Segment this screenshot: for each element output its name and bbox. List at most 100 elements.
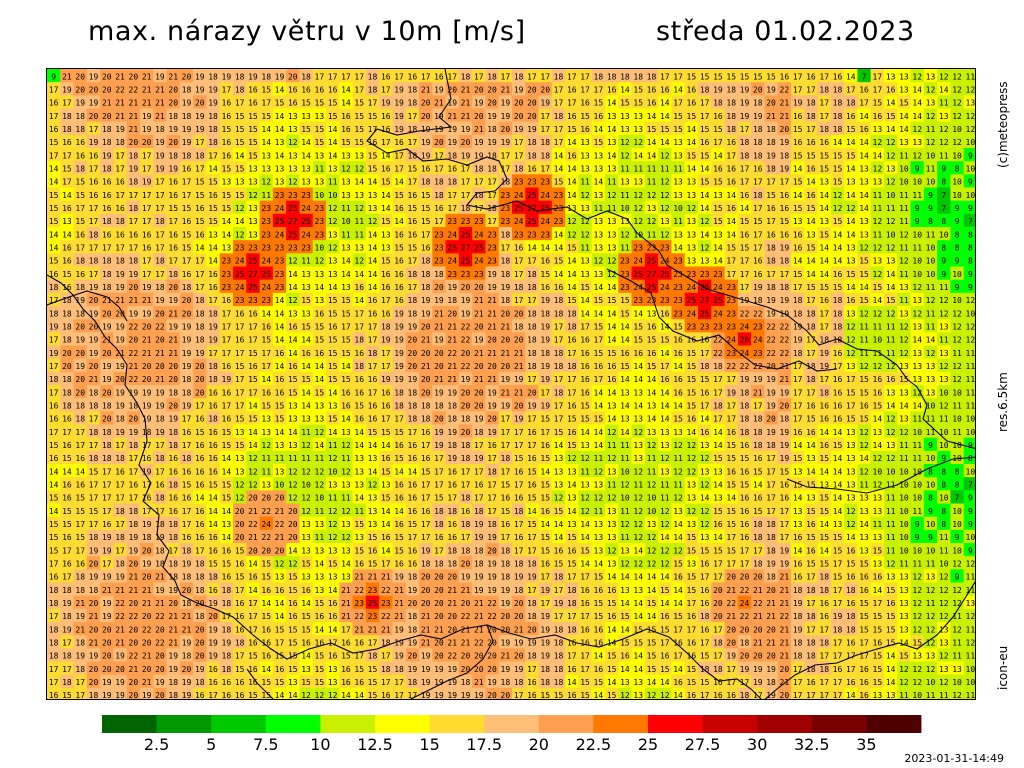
cell-value: 15 bbox=[647, 125, 657, 134]
cell-value: 25 bbox=[514, 204, 524, 213]
cell-value: 18 bbox=[540, 349, 550, 358]
cell-value: 15 bbox=[408, 164, 418, 173]
heat-cell bbox=[684, 108, 699, 123]
heat-cell bbox=[233, 69, 247, 83]
cell-value: 21 bbox=[766, 112, 776, 121]
heat-cell bbox=[804, 108, 819, 123]
cell-value: 10 bbox=[328, 191, 338, 200]
cell-value: 12 bbox=[700, 243, 710, 252]
heat-cell bbox=[126, 82, 141, 96]
cell-value: 15 bbox=[819, 283, 829, 292]
cell-value: 17 bbox=[554, 125, 564, 134]
heat-cell bbox=[485, 95, 500, 110]
heat-cell bbox=[326, 121, 340, 136]
cell-value: 12 bbox=[580, 230, 590, 239]
cell-value: 16 bbox=[75, 138, 85, 147]
cell-value: 19 bbox=[75, 362, 85, 371]
cell-value: 14 bbox=[673, 362, 683, 371]
cell-value: 14 bbox=[301, 336, 311, 345]
cell-value: 19 bbox=[434, 336, 444, 345]
cell-value: 8 bbox=[928, 217, 933, 226]
cell-value: 18 bbox=[368, 85, 378, 94]
cell-value: 20 bbox=[501, 362, 511, 371]
cell-value: 14 bbox=[793, 257, 803, 266]
cell-value: 15 bbox=[793, 270, 803, 279]
heat-cell bbox=[259, 82, 274, 96]
cell-value: 14 bbox=[288, 283, 298, 292]
heat-cell bbox=[246, 82, 261, 96]
cell-value: 17 bbox=[208, 296, 218, 305]
cell-value: 12 bbox=[873, 270, 883, 279]
cell-value: 23 bbox=[222, 283, 232, 292]
cell-value: 24 bbox=[514, 217, 524, 226]
cell-value: 18 bbox=[62, 112, 72, 121]
cell-value: 19 bbox=[248, 72, 258, 81]
heat-cell bbox=[923, 95, 938, 110]
cell-value: 17 bbox=[368, 322, 378, 331]
cell-value: 10 bbox=[886, 230, 896, 239]
cell-value: 14 bbox=[713, 151, 723, 160]
cell-value: 15 bbox=[49, 191, 59, 200]
heat-cell bbox=[445, 95, 460, 110]
cell-value: 18 bbox=[408, 309, 418, 318]
heat-cell bbox=[551, 82, 566, 96]
cell-value: 19 bbox=[408, 322, 418, 331]
heat-cell bbox=[817, 82, 832, 96]
cell-value: 22 bbox=[766, 336, 776, 345]
heat-cell bbox=[884, 108, 898, 123]
cell-value: 19 bbox=[540, 336, 550, 345]
cell-value: 23 bbox=[487, 230, 497, 239]
cell-value: 14 bbox=[301, 138, 311, 147]
cell-value: 18 bbox=[753, 138, 763, 147]
cell-value: 19 bbox=[129, 270, 139, 279]
heat-cell bbox=[140, 95, 154, 110]
cell-value: 17 bbox=[753, 243, 763, 252]
cell-value: 16 bbox=[793, 138, 803, 147]
cell-value: 16 bbox=[806, 191, 816, 200]
cell-value: 11 bbox=[633, 164, 643, 173]
cell-value: 12 bbox=[288, 296, 298, 305]
cell-value: 14 bbox=[315, 362, 325, 371]
cell-value: 19 bbox=[115, 270, 125, 279]
cell-value: 15 bbox=[859, 270, 869, 279]
cell-value: 16 bbox=[129, 230, 139, 239]
cell-value: 15 bbox=[328, 375, 338, 384]
cell-value: 12 bbox=[633, 138, 643, 147]
cell-value: 17 bbox=[75, 204, 85, 213]
cell-value: 18 bbox=[713, 99, 723, 108]
cell-value: 16 bbox=[195, 204, 205, 213]
cell-value: 23 bbox=[235, 243, 245, 252]
cell-value: 12 bbox=[859, 309, 869, 318]
cell-value: 16 bbox=[594, 362, 604, 371]
cell-value: 13 bbox=[607, 230, 617, 239]
cell-value: 20 bbox=[474, 112, 484, 121]
cell-value: 18 bbox=[474, 164, 484, 173]
cell-value: 27 bbox=[461, 243, 471, 252]
heat-cell bbox=[578, 82, 593, 96]
cell-value: 16 bbox=[846, 112, 856, 121]
heat-cell bbox=[219, 121, 234, 136]
cell-value: 15 bbox=[687, 151, 697, 160]
cell-value: 15 bbox=[195, 178, 205, 187]
cell-value: 19 bbox=[208, 85, 218, 94]
cell-value: 19 bbox=[421, 296, 431, 305]
cell-value: 12 bbox=[966, 85, 976, 94]
cell-value: 13 bbox=[966, 99, 976, 108]
cell-value: 17 bbox=[726, 257, 736, 266]
cell-value: 16 bbox=[75, 230, 85, 239]
cell-value: 15 bbox=[819, 230, 829, 239]
cell-value: 13 bbox=[873, 178, 883, 187]
heat-cell bbox=[259, 95, 274, 110]
heat-cell bbox=[153, 121, 168, 136]
cell-value: 15 bbox=[633, 99, 643, 108]
cell-value: 11 bbox=[261, 191, 271, 200]
cell-value: 17 bbox=[819, 322, 829, 331]
cell-value: 10 bbox=[620, 204, 630, 213]
cell-value: 16 bbox=[740, 230, 750, 239]
cell-value: 20 bbox=[527, 99, 537, 108]
cell-value: 27 bbox=[248, 270, 258, 279]
cell-value: 22 bbox=[726, 362, 736, 371]
cell-value: 13 bbox=[368, 191, 378, 200]
cell-value: 21 bbox=[142, 349, 152, 358]
cell-value: 19 bbox=[182, 125, 192, 134]
